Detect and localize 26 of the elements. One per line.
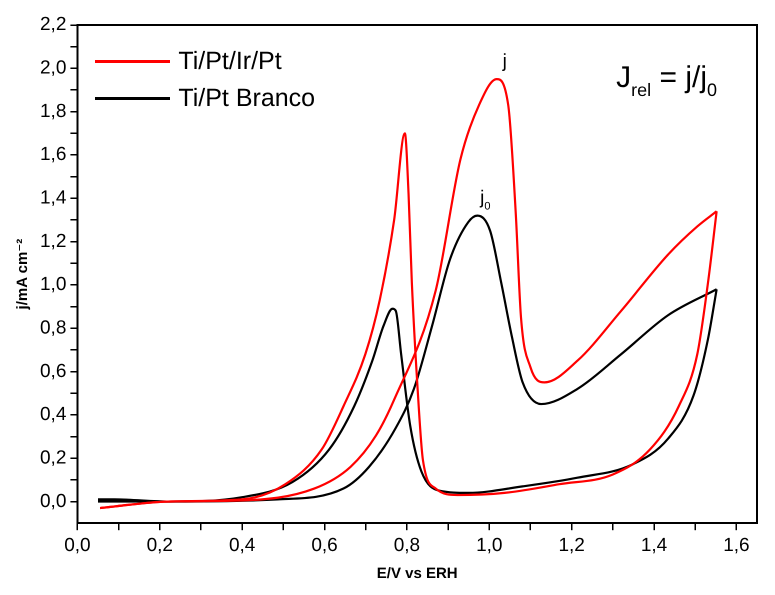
y-tick-label: 1,0 [40,274,66,296]
x-tick-label: 1,0 [476,534,502,556]
x-tick-label: 0,6 [311,534,338,556]
y-tick-label: 1,2 [40,230,66,252]
annotation: j [502,51,507,72]
y-tick-label: 2,0 [40,58,66,79]
x-tick-label: 1,6 [723,534,750,556]
x-tick-label: 0,8 [394,534,420,556]
y-tick-label: 1,8 [40,100,66,122]
x-axis-title: E/V vs ERH [376,565,458,582]
x-tick-label: 0,4 [228,534,256,556]
y-tick-label: 2,2 [40,14,66,36]
x-tick-label: 0,0 [64,534,91,556]
y-tick-label: 0,0 [40,490,66,512]
y-tick-label: 1,6 [40,144,66,166]
y-axis-title: j/mA cm⁻² [14,238,32,310]
legend-label: Ti/Pt/Ir/Pt [178,47,282,76]
x-tick-label: 0,2 [146,534,173,556]
x-tick-label: 1,2 [558,534,585,556]
y-tick-label: 0,2 [40,447,66,468]
legend-label: Ti/Pt Branco [178,84,316,113]
y-tick-label: 0,6 [40,360,66,382]
y-tick-label: 0,8 [40,317,66,338]
y-tick-label: 0,4 [40,404,67,426]
y-tick-label: 1,4 [40,188,67,209]
x-tick-label: 1,4 [640,534,668,556]
